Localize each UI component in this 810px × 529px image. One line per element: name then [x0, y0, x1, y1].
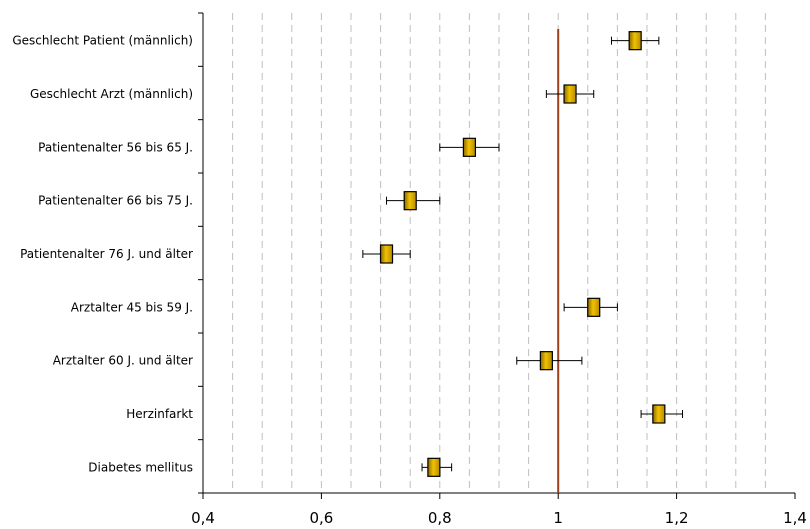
x-tick-label: 1,4: [783, 509, 807, 527]
estimate-marker: [427, 457, 441, 477]
estimate-marks: [362, 31, 684, 477]
x-tick-label: 1: [553, 509, 563, 527]
axis-layer: [198, 12, 796, 499]
x-tick-labels: 0,4 0,6 0,8 1 1,2 1,4: [191, 509, 807, 527]
grid-layer: [232, 13, 766, 493]
category-label: Diabetes mellitus: [88, 460, 193, 474]
x-tick-label: 1,2: [665, 509, 689, 527]
category-label: Patientenalter 66 bis 75 J.: [38, 194, 193, 208]
x-tick-label: 0,4: [191, 509, 215, 527]
category-label: Arztalter 45 bis 59 J.: [71, 300, 193, 314]
category-label: Arztalter 60 J. und älter: [53, 354, 193, 368]
estimate-marker: [563, 84, 577, 104]
category-labels: Geschlecht Patient (männlich) Geschlecht …: [12, 34, 193, 475]
category-label: Herzinfarkt: [126, 407, 193, 421]
estimate-marker: [539, 351, 553, 371]
estimate-marker: [587, 297, 601, 317]
category-label: Patientenalter 76 J. und älter: [20, 247, 193, 261]
category-label: Geschlecht Patient (männlich): [12, 34, 193, 48]
estimate-marker: [403, 191, 417, 211]
estimate-marker: [379, 244, 394, 264]
estimate-marker: [628, 31, 642, 51]
estimate-marker: [462, 137, 476, 157]
category-label: Geschlecht Arzt (männlich): [30, 87, 193, 101]
estimate-marker: [652, 404, 666, 424]
category-label: Patientenalter 56 bis 65 J.: [38, 140, 193, 154]
x-tick-label: 0,8: [428, 509, 452, 527]
x-tick-label: 0,6: [309, 509, 333, 527]
